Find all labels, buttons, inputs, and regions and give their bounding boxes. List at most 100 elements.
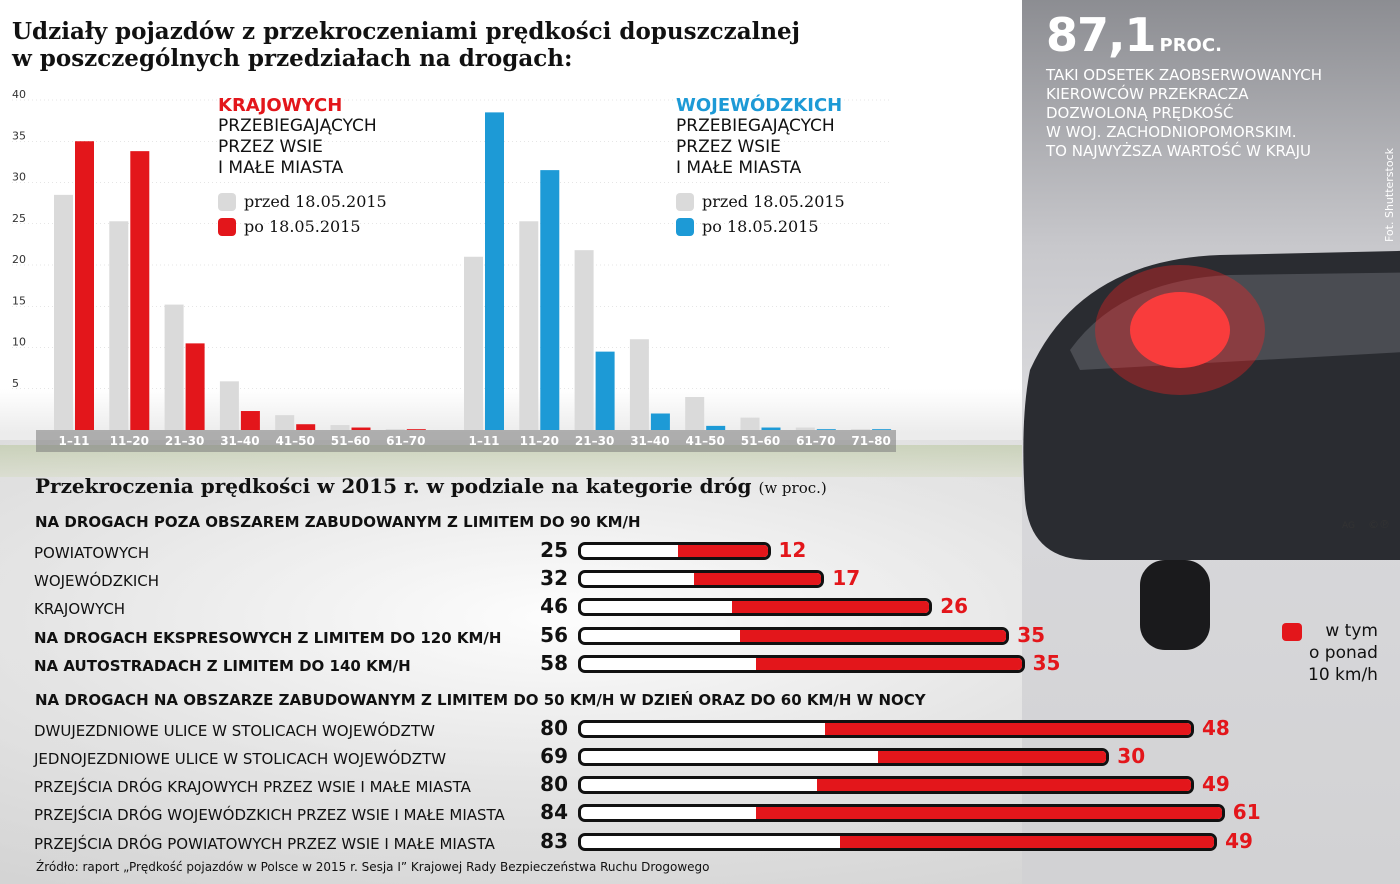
legend-krajowe-line: PRZEZ WSIE (218, 137, 323, 157)
bar-before (219, 381, 239, 430)
legend-wojewodzkie-line: PRZEZ WSIE (676, 137, 781, 157)
title-line-2: w poszczególnych przedziałach na drogach… (12, 45, 573, 72)
stat-description: TAKI ODSETEK ZAOBSERWOWANYCH KIEROWCÓW P… (1046, 66, 1376, 161)
bar-total (578, 542, 771, 560)
legend-label: przed 18.05.2015 (702, 192, 845, 211)
legend-wojewodzkie-line: I MAŁE MIASTA (676, 158, 802, 178)
car-illustration (1023, 250, 1400, 650)
legend-label: przed 18.05.2015 (244, 192, 387, 211)
stat-value: 87,1 (1046, 8, 1156, 62)
y-tick-label: 40 (12, 88, 26, 101)
bar-after (816, 429, 836, 430)
legend-krajowe-line: PRZEBIEGAJĄCYCH (218, 116, 377, 136)
row-value: 25 (540, 538, 568, 562)
x-tick-label: 1–11 (468, 434, 499, 448)
over10-value: 35 (1032, 651, 1061, 675)
legend-swatch-gray (218, 192, 236, 211)
bar-after (185, 343, 205, 430)
y-tick-label: 25 (12, 212, 26, 225)
over10-value: 17 (832, 566, 861, 590)
bar-after (240, 411, 260, 430)
bar-after (485, 112, 504, 430)
legend-item-after: po 18.05.2015 (676, 216, 845, 237)
bar-after (872, 429, 892, 430)
row-value: 83 (540, 829, 568, 853)
x-tick-label: 61–70 (386, 434, 425, 448)
bar-after (75, 141, 94, 430)
row-value: 84 (540, 800, 568, 824)
row-label: JEDNOJEZDNIOWE ULICE W STOLICACH WOJEWÓD… (34, 750, 447, 768)
stat-callout: 87,1 PROC. TAKI ODSETEK ZAOBSERWOWANYCH K… (1046, 8, 1322, 160)
x-tick-label: 51–60 (741, 434, 780, 448)
bar-before (464, 256, 483, 430)
legend-over10: w tym o ponad 10 km/h (1282, 620, 1378, 686)
row-value: 56 (540, 623, 568, 647)
section-title-unit: (w proc.) (758, 479, 827, 497)
legend-over10-line: 10 km/h (1308, 665, 1378, 685)
row-value: 46 (540, 594, 568, 618)
stat-desc-line: KIEROWCÓW PRZEKRACZA (1046, 85, 1249, 103)
x-tick-label: 51–60 (331, 434, 370, 448)
over10-value: 35 (1017, 623, 1046, 647)
row-value: 32 (540, 566, 568, 590)
row-label: KRAJOWYCH (34, 600, 126, 618)
y-tick-label: 5 (12, 377, 19, 390)
bar-total (578, 627, 1010, 645)
bar-before (330, 425, 350, 430)
photo-credit: Fot. Shutterstock (1383, 148, 1396, 243)
bar-over10 (825, 723, 1191, 735)
bar-total (578, 720, 1194, 738)
legend-label: po 18.05.2015 (244, 217, 361, 236)
bar-after (761, 427, 781, 430)
bar-total (578, 570, 825, 588)
bar-over10 (693, 573, 822, 585)
bar-total (578, 833, 1218, 851)
legend-item-before: przed 18.05.2015 (218, 191, 387, 212)
x-tick-label: 21–30 (165, 434, 204, 448)
bar-over10 (740, 630, 1007, 642)
row-label: PRZEJŚCIA DRÓG POWIATOWYCH PRZEZ WSIE I … (34, 835, 495, 853)
bar-total (578, 776, 1194, 794)
bar-after (351, 427, 371, 430)
legend-over10-line: o ponad (1308, 643, 1378, 663)
agency-tag: AG (1342, 521, 1355, 531)
over10-value: 49 (1225, 829, 1253, 853)
y-tick-label: 15 (12, 294, 26, 307)
legend-wojewodzkie-head: WOJEWÓDZKICH (676, 95, 843, 116)
over10-value: 49 (1202, 772, 1230, 796)
bar-before (574, 250, 594, 430)
bar-before (385, 429, 405, 430)
stat-desc-line: TAKI ODSETEK ZAOBSERWOWANYCH (1046, 66, 1323, 84)
y-tick-label: 10 (12, 336, 26, 349)
x-tick-label: 21–30 (575, 434, 614, 448)
bar-after (130, 151, 150, 430)
bar-before (519, 221, 539, 430)
bar-after (296, 424, 316, 430)
row-label: PRZEJŚCIA DRÓG WOJEWÓDZKICH PRZEZ WSIE I… (34, 806, 505, 824)
legend-wojewodzkie: WOJEWÓDZKICH PRZEBIEGAJĄCYCH PRZEZ WSIE … (676, 95, 845, 237)
title-line-1: Udziały pojazdów z przekroczeniami prędk… (12, 18, 801, 45)
x-tick-label: 31–40 (220, 434, 259, 448)
bar-total (578, 748, 1110, 766)
group-heading: NA DROGACH NA OBSZARZE ZABUDOWANYM Z LIM… (35, 691, 926, 709)
legend-item-before: przed 18.05.2015 (676, 191, 845, 212)
histogram-chart: 5 10 15 20 25 30 35 40 1–11 11–20 21–30 31–40 41–50 5… (12, 88, 896, 452)
x-tick-label: 11–20 (520, 434, 559, 448)
row-label: DWUJEZDNIOWE ULICE W STOLICACH WOJEWÓDZT… (34, 722, 435, 740)
stat-desc-line: DOZWOLONĄ PRĘDKOŚĆ (1046, 104, 1234, 122)
legend-swatch-red (218, 217, 236, 236)
bar-over10 (677, 545, 768, 557)
bar-over10 (877, 751, 1107, 763)
x-tick-label: 61–70 (796, 434, 835, 448)
row-value: 80 (540, 772, 568, 796)
over10-value: 12 (778, 538, 807, 562)
bar-total (578, 598, 933, 616)
over10-value: 48 (1202, 716, 1230, 740)
row-value: 58 (540, 651, 568, 675)
x-tick-label: 31–40 (630, 434, 669, 448)
legend-krajowe-line: I MAŁE MIASTA (218, 158, 344, 178)
section-title-text: Przekroczenia prędkości w 2015 r. w podz… (35, 474, 752, 498)
row-label: PRZEJŚCIA DRÓG KRAJOWYCH PRZEZ WSIE I MA… (34, 778, 471, 796)
row-label: NA AUTOSTRADACH Z LIMITEM DO 140 KM/H (34, 657, 411, 675)
legend-swatch-blue (676, 217, 694, 236)
